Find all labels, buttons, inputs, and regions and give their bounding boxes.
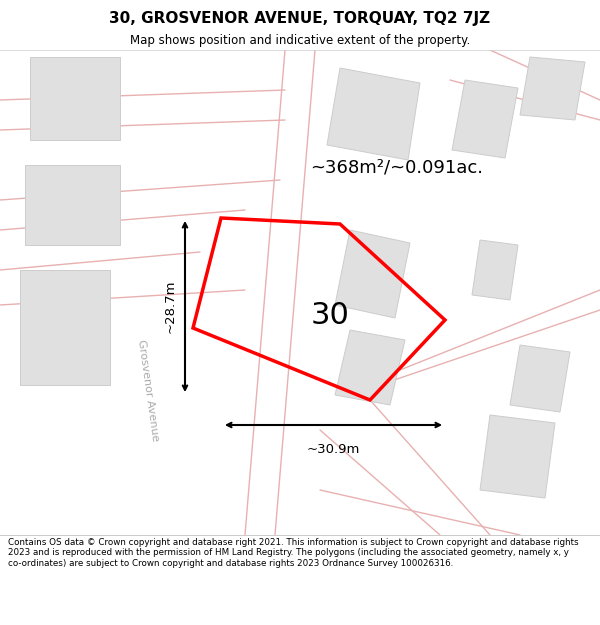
Text: ~368m²/~0.091ac.: ~368m²/~0.091ac. (310, 159, 483, 177)
Polygon shape (510, 345, 570, 412)
Polygon shape (480, 415, 555, 498)
Polygon shape (327, 68, 420, 160)
Polygon shape (30, 57, 120, 140)
Text: Map shows position and indicative extent of the property.: Map shows position and indicative extent… (130, 34, 470, 47)
Polygon shape (25, 165, 120, 245)
Text: ~30.9m: ~30.9m (307, 443, 360, 456)
Text: 30, GROSVENOR AVENUE, TORQUAY, TQ2 7JZ: 30, GROSVENOR AVENUE, TORQUAY, TQ2 7JZ (109, 11, 491, 26)
Polygon shape (335, 230, 410, 318)
Text: Contains OS data © Crown copyright and database right 2021. This information is : Contains OS data © Crown copyright and d… (8, 538, 578, 568)
Polygon shape (335, 330, 405, 405)
Text: Grosvenor Avenue: Grosvenor Avenue (136, 339, 160, 441)
Text: 30: 30 (311, 301, 349, 329)
Polygon shape (20, 270, 110, 385)
Text: ~28.7m: ~28.7m (164, 280, 177, 333)
Polygon shape (520, 57, 585, 120)
Polygon shape (452, 80, 518, 158)
Polygon shape (472, 240, 518, 300)
